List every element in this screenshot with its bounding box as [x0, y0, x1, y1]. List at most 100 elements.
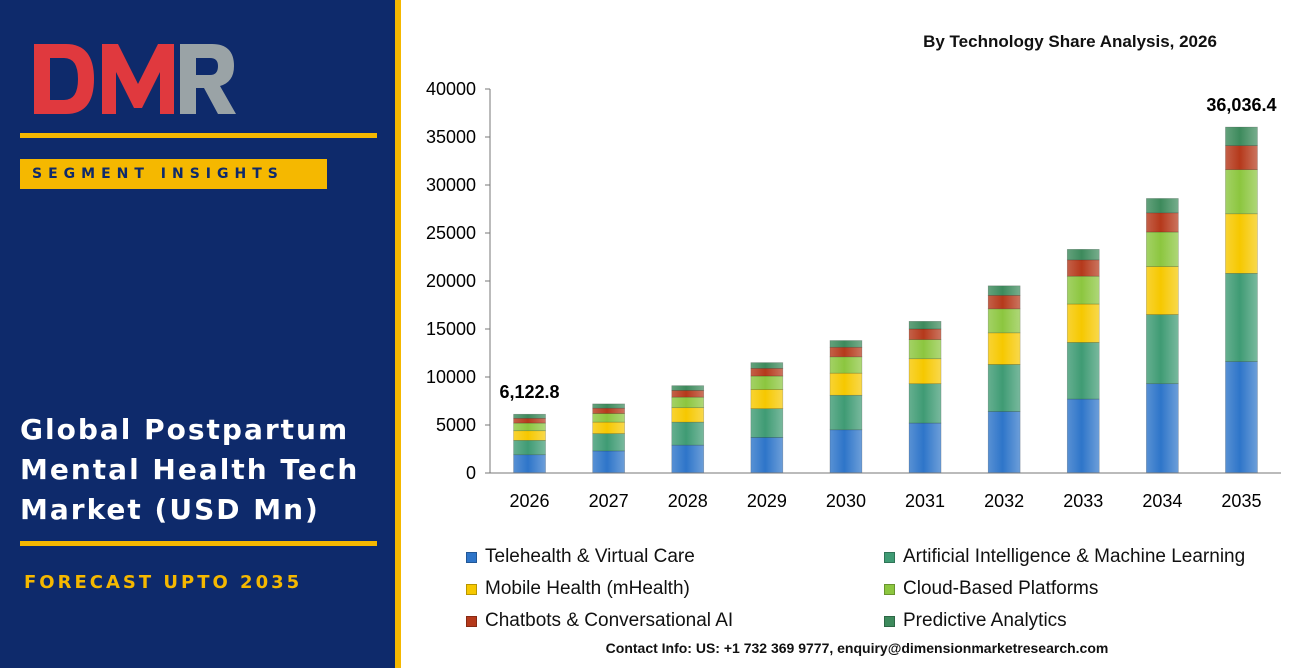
- market-title: Global Postpartum Mental Health Tech Mar…: [20, 413, 360, 526]
- bar-segment: [592, 413, 625, 423]
- bar-segment: [592, 403, 625, 409]
- x-tick-label: 2030: [826, 491, 866, 511]
- bar-segment: [1066, 275, 1100, 305]
- bar-segment: [908, 321, 942, 330]
- bar-segment: [829, 340, 863, 348]
- bar-segment: [829, 372, 863, 396]
- x-tick-label: 2029: [747, 491, 787, 511]
- stacked-bar-chart: 0 5000 10000 15000 20000 25000 30000 35000 40000…: [426, 79, 1281, 511]
- legend-label: Telehealth & Virtual Care: [485, 546, 695, 567]
- legend-label: Chatbots & Conversational AI: [485, 610, 734, 631]
- bar-segment: [1146, 198, 1179, 214]
- bar-segment: [908, 328, 942, 340]
- bar-segment: [750, 362, 784, 369]
- total-data-label: 6,122.8: [500, 382, 560, 402]
- bar-segment: [1225, 169, 1258, 215]
- bar-segment: [671, 390, 705, 398]
- x-tick-label: 2026: [510, 491, 550, 511]
- bar-segment: [1146, 383, 1179, 474]
- forecast-text: FORECAST UPTO 2035: [24, 572, 303, 593]
- y-tick-label: 15000: [426, 319, 476, 339]
- x-tick-label: 2033: [1063, 491, 1103, 511]
- bar-segment: [1066, 342, 1100, 400]
- bar-segment: [987, 411, 1021, 474]
- y-tick-label: 10000: [426, 367, 476, 387]
- y-tick-label: 20000: [426, 271, 476, 291]
- bar-segment: [592, 450, 625, 474]
- bar-segment: [829, 346, 863, 358]
- contact-info: Contact Info: US: +1 732 369 9777, enqui…: [605, 640, 1109, 656]
- bar-segment: [750, 437, 784, 474]
- bar-segment: [987, 285, 1021, 296]
- bar-segment: [513, 440, 546, 456]
- dmr-logo: [34, 44, 236, 114]
- x-tick-label: 2031: [905, 491, 945, 511]
- bar-segment: [908, 339, 942, 360]
- bar-segment: [671, 421, 705, 446]
- bar-segment: [592, 421, 625, 434]
- bar-segment: [513, 430, 546, 441]
- bar-segment: [908, 358, 942, 385]
- bar-segment: [987, 332, 1021, 365]
- bar-segment: [908, 422, 942, 474]
- bar-segment: [829, 356, 863, 374]
- bar-segment: [1225, 145, 1258, 170]
- segment-insights-badge: SEGMENT INSIGHTS: [20, 159, 327, 189]
- legend-swatch: [466, 551, 477, 563]
- y-tick-label: 5000: [436, 415, 476, 435]
- bar-segment: [750, 389, 784, 409]
- y-tick-label: 25000: [426, 223, 476, 243]
- y-tick-label: 35000: [426, 127, 476, 147]
- legend-swatch: [884, 615, 895, 627]
- bar-segment: [671, 385, 705, 391]
- bar-segment: [1066, 259, 1100, 277]
- bar-segment: [592, 407, 625, 414]
- legend-swatch: [466, 615, 477, 627]
- bar-segment: [1225, 273, 1258, 362]
- bar-segment: [987, 308, 1021, 334]
- bar-segment: [671, 396, 705, 409]
- legend-label: Artificial Intelligence & Machine Learni…: [903, 546, 1246, 567]
- bar-segment: [750, 368, 784, 377]
- bar-segment: [1066, 303, 1100, 343]
- chart-title: By Technology Share Analysis, 2026: [923, 32, 1217, 51]
- x-tick-label: 2035: [1221, 491, 1261, 511]
- bar-segment: [513, 417, 546, 424]
- legend-item: Cloud-Based Platforms: [884, 576, 1296, 602]
- bar-segment: [908, 383, 942, 424]
- bar-segment: [592, 433, 625, 452]
- legend-swatch: [884, 583, 895, 595]
- legend-label: Predictive Analytics: [903, 610, 1067, 631]
- legend-item: Telehealth & Virtual Care: [466, 544, 884, 570]
- legend-label: Mobile Health (mHealth): [485, 578, 690, 599]
- bar-segment: [1066, 249, 1100, 261]
- legend-label: Cloud-Based Platforms: [903, 578, 1099, 599]
- gold-rule-bottom: [20, 541, 377, 546]
- bar-segment: [750, 375, 784, 390]
- bar-segment: [671, 444, 705, 474]
- legend-item: Predictive Analytics: [884, 608, 1296, 634]
- bar-segment: [513, 454, 546, 474]
- legend-item: Artificial Intelligence & Machine Learni…: [884, 544, 1296, 570]
- bar-segment: [1225, 361, 1258, 474]
- y-tick-label: 30000: [426, 175, 476, 195]
- bar-segment: [750, 408, 784, 438]
- y-tick-label: 40000: [426, 79, 476, 99]
- x-tick-label: 2027: [589, 491, 629, 511]
- chart-legend: Telehealth & Virtual Care Artificial Inte…: [466, 544, 1296, 634]
- legend-item: Chatbots & Conversational AI: [466, 608, 884, 634]
- bar-segment: [829, 429, 863, 474]
- bar-segment: [1146, 212, 1179, 233]
- left-panel: SEGMENT INSIGHTS Global Postpartum Menta…: [0, 0, 395, 668]
- x-tick-label: 2034: [1142, 491, 1182, 511]
- legend-swatch: [884, 551, 895, 563]
- bar-segment: [987, 295, 1021, 310]
- bar-segment: [513, 413, 546, 419]
- gold-rule-top: [20, 133, 377, 138]
- x-tick-label: 2032: [984, 491, 1024, 511]
- bar-segment: [1146, 314, 1179, 385]
- bar-segment: [1066, 398, 1100, 474]
- bar-segment: [513, 422, 546, 432]
- legend-item: Mobile Health (mHealth): [466, 576, 884, 602]
- bar-segment: [987, 364, 1021, 412]
